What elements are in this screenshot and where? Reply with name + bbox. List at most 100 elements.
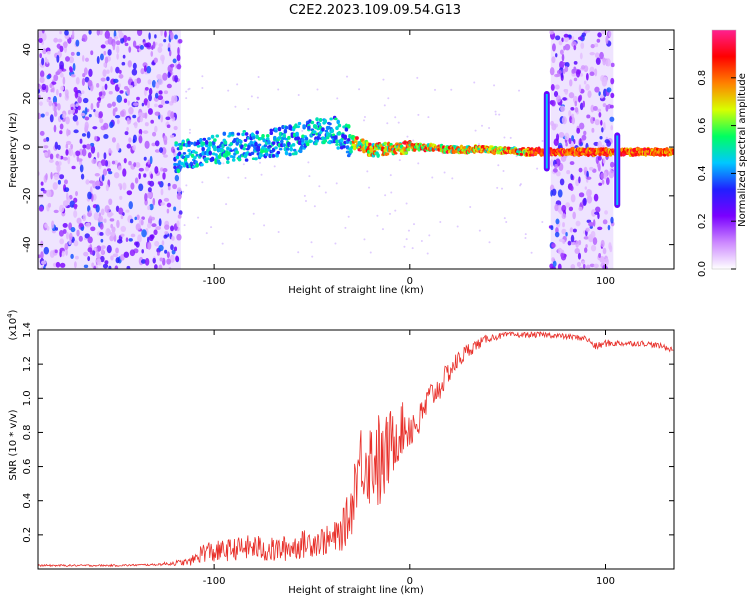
noise-speck [146, 191, 153, 199]
noise-speck [594, 68, 598, 77]
noise-speck [153, 57, 158, 64]
noise-speck [59, 60, 64, 70]
background-speck [197, 216, 200, 219]
signal-point [278, 131, 283, 136]
signal-point [328, 122, 332, 126]
noise-speck [154, 149, 160, 153]
signal-point [383, 141, 387, 146]
noise-speck [575, 220, 581, 227]
noise-speck [148, 32, 151, 40]
background-speck [368, 186, 371, 189]
noise-speck [558, 132, 565, 138]
signal-point [284, 150, 289, 156]
noise-speck [164, 224, 170, 230]
background-speck [389, 212, 392, 215]
noise-speck [578, 122, 585, 130]
noise-speck [116, 53, 119, 60]
noise-speck [148, 234, 154, 242]
noise-speck [592, 106, 598, 111]
noise-speck [597, 155, 602, 161]
signal-point [376, 153, 380, 158]
noise-speck [166, 124, 171, 129]
noise-speck [64, 179, 68, 185]
noise-speck [107, 49, 112, 56]
noise-speck [82, 144, 87, 149]
background-speck [451, 177, 454, 180]
noise-speck [570, 264, 576, 269]
noise-speck [60, 85, 65, 91]
noise-speck [94, 110, 100, 118]
noise-speck [144, 112, 148, 119]
noise-speck [579, 138, 582, 145]
noise-speck [550, 83, 555, 91]
noise-speck [119, 195, 123, 200]
background-speck [201, 75, 204, 78]
spectrogram-x-tick-label: -100 [203, 276, 226, 287]
noise-speck [177, 38, 183, 44]
noise-speck [133, 78, 138, 87]
noise-speck [116, 45, 120, 54]
signal-point [226, 156, 230, 161]
noise-speck [106, 69, 110, 74]
noise-speck [167, 182, 171, 188]
noise-speck [606, 87, 612, 93]
noise-speck [586, 189, 592, 198]
noise-speck [100, 53, 104, 61]
spectrogram-y-tick-label: 20 [22, 92, 33, 105]
noise-speck [43, 145, 49, 149]
noise-speck [65, 149, 69, 156]
noise-speck [551, 242, 556, 249]
noise-speck [113, 172, 120, 179]
noise-speck [46, 59, 49, 64]
noise-speck [557, 247, 563, 255]
noise-speck [88, 210, 92, 214]
signal-point [277, 126, 282, 132]
noise-speck [164, 249, 168, 254]
noise-speck [90, 142, 95, 147]
signal-point [346, 124, 351, 129]
noise-speck [608, 30, 612, 38]
signal-point [174, 141, 178, 145]
noise-speck [57, 38, 63, 43]
noise-speck [554, 73, 560, 78]
signal-point [250, 151, 255, 155]
noise-speck [70, 143, 74, 150]
noise-speck [565, 232, 568, 237]
snr-y-tick-label: 0.4 [22, 493, 33, 509]
noise-speck [115, 247, 119, 254]
background-speck [503, 217, 506, 220]
signal-point [210, 134, 215, 139]
background-speck [201, 181, 204, 184]
noise-speck [102, 263, 109, 269]
background-speck [311, 255, 314, 258]
signal-point [283, 146, 288, 152]
noise-speck [127, 100, 130, 106]
noise-speck [103, 50, 107, 56]
noise-speck [117, 239, 123, 244]
noise-speck [50, 220, 55, 229]
noise-speck [610, 62, 615, 68]
signal-point [323, 118, 328, 124]
snr-series-line [38, 331, 674, 568]
background-speck [524, 233, 527, 236]
noise-speck [74, 255, 79, 260]
noise-speck [170, 244, 174, 251]
noise-speck [141, 249, 144, 254]
snr-y-label: SNR (10 * v/v) [8, 409, 19, 480]
noise-speck [591, 127, 595, 133]
noise-speck [603, 122, 606, 131]
noise-speck [100, 208, 105, 216]
noise-speck [138, 167, 144, 172]
noise-speck [116, 219, 120, 229]
noise-speck [147, 241, 152, 250]
noise-speck [129, 218, 134, 224]
noise-speck [132, 62, 137, 70]
noise-speck [82, 214, 87, 222]
background-speck [297, 93, 300, 96]
noise-speck [562, 97, 567, 101]
signal-point [310, 120, 315, 125]
signal-point [206, 157, 210, 161]
signal-point [393, 151, 398, 155]
background-speck [188, 87, 191, 90]
noise-speck [585, 264, 591, 269]
